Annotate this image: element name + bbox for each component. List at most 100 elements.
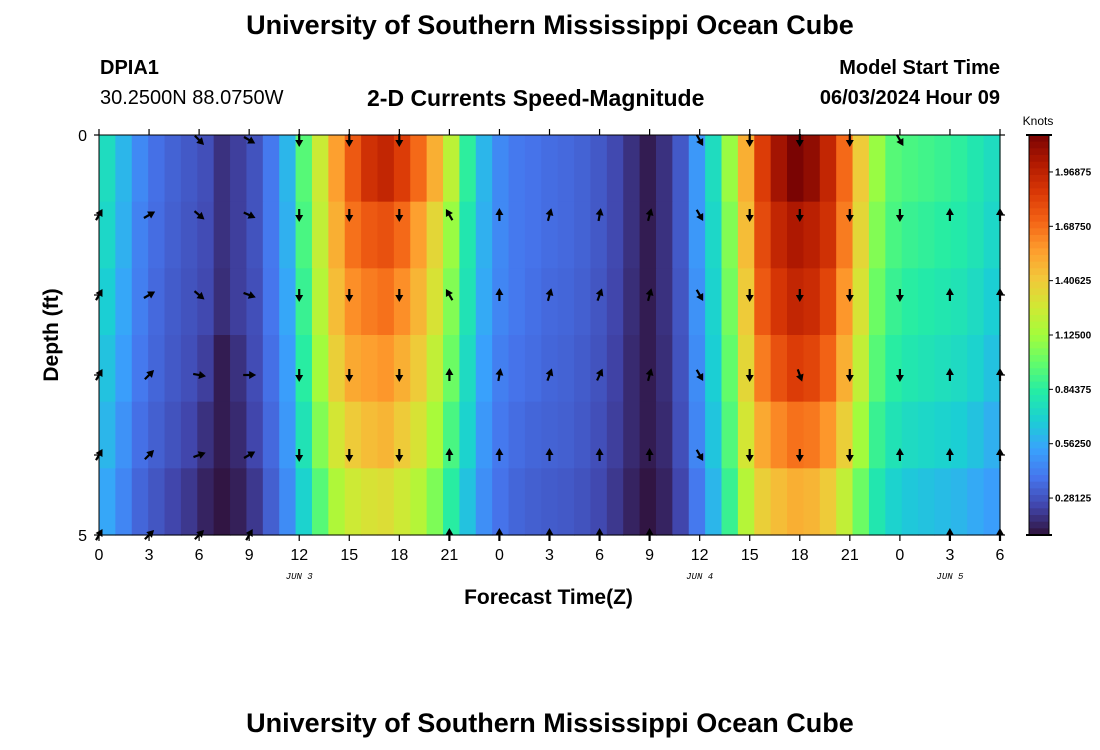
heatmap-cell	[787, 268, 805, 336]
heatmap-cell	[475, 201, 493, 269]
heatmap-cell	[410, 268, 428, 336]
colorbar-segment	[1029, 315, 1049, 323]
current-vector-arrow	[194, 530, 205, 541]
heatmap-cell	[688, 335, 706, 403]
heatmap-cell	[279, 335, 297, 403]
heatmap-cell	[934, 201, 952, 269]
heatmap-cell	[279, 135, 297, 203]
heatmap-cell	[885, 135, 903, 203]
heatmap-cell	[655, 135, 673, 203]
colorbar-segment	[1029, 381, 1049, 389]
heatmap-cell	[803, 268, 821, 336]
current-vector-arrow	[845, 209, 854, 222]
current-vector-arrow	[945, 528, 954, 541]
current-vector-arrow	[545, 368, 554, 382]
current-vector-arrow	[895, 209, 904, 222]
heatmap-cell	[459, 401, 477, 469]
heatmap-cell	[852, 201, 870, 269]
heatmap-cell	[590, 201, 608, 269]
heatmap-cell	[115, 201, 133, 269]
heatmap-cell	[361, 201, 379, 269]
heatmap-cell	[508, 468, 526, 536]
heatmap-cell	[819, 268, 837, 336]
heatmap-cell	[541, 135, 559, 203]
heatmap-cell	[705, 468, 723, 536]
current-vector-arrow	[895, 448, 904, 461]
heatmap-cell	[918, 335, 936, 403]
heatmap-cell	[148, 401, 166, 469]
colorbar-segment	[1029, 441, 1049, 449]
current-vector-arrow	[595, 448, 604, 461]
x-tick-label: 6	[996, 547, 1005, 564]
current-vector-arrow	[243, 451, 256, 459]
current-vector-arrow	[745, 289, 754, 302]
heatmap-cell	[426, 201, 444, 269]
heatmap-cell	[524, 401, 542, 469]
heatmap-cell	[410, 135, 428, 203]
colorbar-segment	[1029, 355, 1049, 363]
heatmap-cell	[328, 135, 346, 203]
chart-subtitle: 2-D Currents Speed-Magnitude	[367, 85, 705, 111]
heatmap-cell	[410, 335, 428, 403]
colorbar-segment	[1029, 321, 1049, 329]
current-vector-arrow	[645, 208, 654, 222]
heatmap-cell	[524, 135, 542, 203]
x-tick-label: 0	[95, 547, 104, 564]
heatmap-cell	[426, 468, 444, 536]
heatmap-cell	[492, 401, 510, 469]
heatmap-cell	[328, 201, 346, 269]
heatmap-cell	[868, 335, 886, 403]
heatmap-cell	[459, 335, 477, 403]
heatmap-cell	[967, 268, 985, 336]
heatmap-cell	[852, 468, 870, 536]
heatmap-cell	[852, 335, 870, 403]
current-vector-arrow	[143, 291, 156, 299]
heatmap-cell	[557, 335, 575, 403]
heatmap-cell	[99, 135, 116, 203]
colorbar-segment	[1029, 228, 1049, 236]
colorbar-segment	[1029, 501, 1049, 509]
heatmap-cell	[950, 401, 968, 469]
heatmap-cell	[459, 135, 477, 203]
heatmap-cell	[737, 468, 755, 536]
heatmap-cell	[868, 468, 886, 536]
heatmap-cell	[230, 468, 248, 536]
colorbar-segment	[1029, 208, 1049, 216]
colorbar-segment	[1029, 495, 1049, 503]
colorbar-segment	[1029, 281, 1049, 289]
heatmap-cell	[148, 268, 166, 336]
x-tick-label: 18	[390, 547, 408, 564]
colorbar-segment	[1029, 235, 1049, 243]
heatmap-cell	[721, 201, 739, 269]
current-vector-arrow	[545, 448, 554, 461]
heatmap-cell	[213, 335, 231, 403]
heatmap-cell	[131, 135, 149, 203]
current-vector-arrow	[895, 134, 904, 147]
heatmap-cell	[213, 401, 231, 469]
current-vector-arrow	[545, 288, 554, 302]
colorbar-segment	[1029, 175, 1049, 183]
heatmap-cell	[803, 135, 821, 203]
heatmap-cell	[443, 268, 460, 336]
heatmap-cell	[606, 135, 624, 203]
y-axis-title: Depth (ft)	[40, 288, 63, 381]
heatmap-cell	[508, 268, 526, 336]
heatmap-cell	[115, 135, 133, 203]
colorbar-segment	[1029, 335, 1049, 343]
current-vector-arrow	[243, 371, 257, 379]
colorbar-segment	[1029, 288, 1049, 296]
current-vector-arrow	[144, 530, 155, 541]
heatmap-cell	[115, 335, 133, 403]
heatmap-cell	[606, 201, 624, 269]
heatmap-cell	[967, 401, 985, 469]
current-vector-arrow	[595, 208, 604, 222]
heatmap-cell	[361, 401, 379, 469]
heatmap-cell	[934, 335, 952, 403]
heatmap-cell	[377, 201, 395, 269]
heatmap-cell	[688, 468, 706, 536]
colorbar-segment	[1029, 255, 1049, 263]
page-title: University of Southern Mississippi Ocean…	[246, 10, 854, 40]
heatmap-cell	[754, 135, 772, 203]
current-vector-arrow	[745, 209, 754, 222]
colorbar-segment	[1029, 348, 1049, 356]
